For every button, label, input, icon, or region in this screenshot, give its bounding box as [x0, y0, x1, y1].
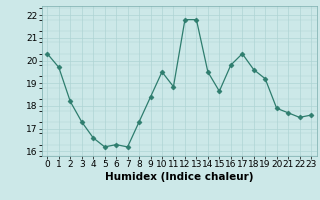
X-axis label: Humidex (Indice chaleur): Humidex (Indice chaleur) — [105, 172, 253, 182]
